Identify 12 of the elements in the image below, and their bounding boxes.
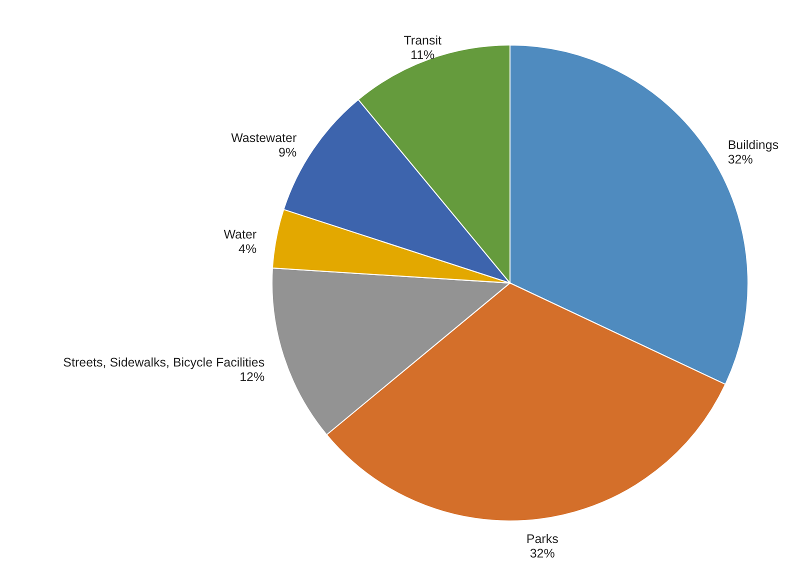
slice-label: Streets, Sidewalks, Bicycle Facilities [63,356,265,370]
slice-label: Buildings [728,138,779,152]
slice-label: Parks [526,532,558,546]
slice-label: Transit [404,33,442,48]
data-label: 9% [278,145,297,160]
slice-label: Water [224,228,257,242]
data-label: 4% [238,242,257,256]
slice-label: Wastewater [231,130,297,145]
data-label: 11% [410,48,435,62]
data-label: 32% [530,546,555,560]
data-label: 12% [240,370,265,384]
data-label: 32% [728,152,753,166]
